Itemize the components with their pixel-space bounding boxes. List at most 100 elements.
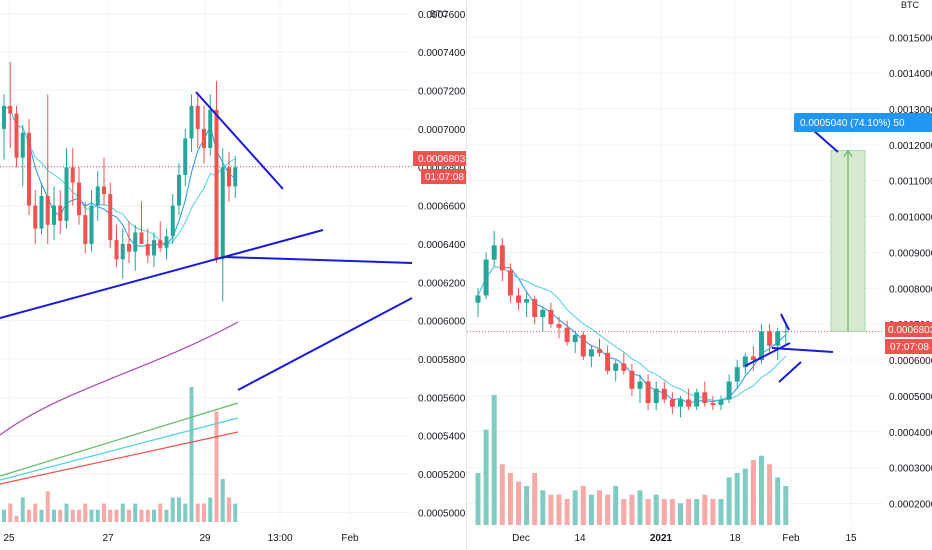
volume-bar [491,395,497,525]
candle-body [678,399,683,407]
volume-bar [27,509,31,522]
right-date-axis[interactable]: Dec 14 2021 18 Feb 15 [512,533,857,544]
y-tick-label: 0.0007000 [418,125,466,136]
left-trendlines [0,91,413,391]
volume-bar [127,509,131,522]
volume-bar [158,503,163,522]
candle-body [580,334,586,357]
volume-bar [613,486,619,525]
candle-body [572,334,578,343]
candle-body [133,232,138,252]
y-tick-label: 0.0006000 [889,356,932,367]
y-tick-label: 0.0005000 [889,392,932,403]
volume-bar [220,479,225,522]
candle-body [759,331,764,361]
volume-bar [767,464,773,525]
volume-bar [702,494,708,525]
right-chart-svg[interactable]: 0.0015000 0.0014000 0.0013000 0.0012000 0.00… [467,0,932,550]
volume-bar [152,509,156,522]
right-price-axis[interactable]: 0.0015000 0.0014000 0.0013000 0.0012000 0.00… [889,33,932,510]
volume-bar [214,411,219,522]
y-tick-label: 0.0006000 [418,317,466,328]
candle-body [77,182,81,216]
measure-label-text: 0.0005040 (74.10%) 50 [800,118,905,129]
candle-body [52,205,56,225]
candle-body [734,367,740,382]
candle-body [556,324,562,328]
left-chart-svg[interactable]: 0.0007600 0.0007400 0.0007200 0.0007000 0.00… [0,0,466,550]
right-chart-panel[interactable]: 0.0015000 0.0014000 0.0013000 0.0012000 0.00… [466,0,932,550]
volume-bar [233,503,238,522]
volume-bar [597,490,602,525]
volume-bar [45,491,50,522]
candle-body [189,105,194,139]
x-tick-label: 13:00 [267,533,292,544]
volume-bar [83,503,88,522]
y-tick-label: 0.0005800 [418,355,466,366]
candle-body [45,196,50,225]
volume-bar [759,455,764,525]
candle-body [564,327,570,343]
x-tick-label: 2021 [650,533,673,544]
candle-body [483,259,489,296]
volume-bar [775,477,781,525]
trendline [780,313,790,331]
volume-bar [170,497,175,522]
y-tick-label: 0.0015000 [889,33,932,44]
candle-body [214,109,219,260]
y-tick-label: 0.0005000 [418,508,466,519]
candle-body [548,309,554,325]
volume-bar [139,509,144,522]
volume-bar [52,509,56,522]
candle-body [20,132,25,158]
volume-bar [108,509,113,522]
volume-bar [734,473,740,525]
volume-bar [686,499,692,525]
volume-bar [195,503,200,522]
candle-body [120,243,125,260]
left-volume-bars [2,387,238,522]
volume-bar [8,503,13,522]
y-tick-label: 0.0007200 [418,87,466,98]
right-measure-label: 0.0005040 (74.10%) 50 [794,113,932,132]
candle-body [661,388,667,400]
candle-body [102,186,106,195]
candle-body [621,363,627,371]
candle-body [58,205,63,221]
volume-bar [710,499,716,525]
volume-bar [694,499,700,525]
y-tick-label: 0.0004000 [889,428,932,439]
candle-body [475,295,481,303]
trendline [778,361,802,383]
ma-long-red [0,431,239,485]
x-tick-label: 29 [199,533,211,544]
right-volume-bars [475,395,789,525]
x-tick-label: Feb [341,533,359,544]
right-unit-label: BTC [901,0,920,10]
candle-body [637,381,643,389]
candle-body [183,138,188,175]
volume-bar [524,486,530,525]
right-price-range-measure[interactable] [830,149,866,332]
left-price-axis[interactable]: 0.0007600 0.0007400 0.0007200 0.0007000 0.00… [418,10,466,520]
volume-bar [516,481,521,525]
volume-bar [183,503,188,522]
y-tick-label: 0.0006400 [418,240,466,251]
left-date-axis[interactable]: 25 27 29 13:00 Feb [3,533,359,544]
candle-body [767,331,773,346]
volume-bar [202,503,206,522]
candle-body [750,356,756,361]
volume-bar [532,473,538,525]
left-chart-panel[interactable]: 0.0007600 0.0007400 0.0007200 0.0007000 0.00… [0,0,466,550]
candle-body [33,205,38,229]
volume-bar [661,499,667,525]
volume-bar [77,509,81,522]
candle-body [39,196,44,229]
candle-body [177,174,181,206]
candle-body [588,349,594,357]
volume-bar [669,499,675,525]
volume-bar [718,499,724,525]
left-candles [2,61,238,302]
y-tick-label: 0.0011000 [889,177,932,188]
y-tick-label: 0.0002000 [889,499,932,510]
